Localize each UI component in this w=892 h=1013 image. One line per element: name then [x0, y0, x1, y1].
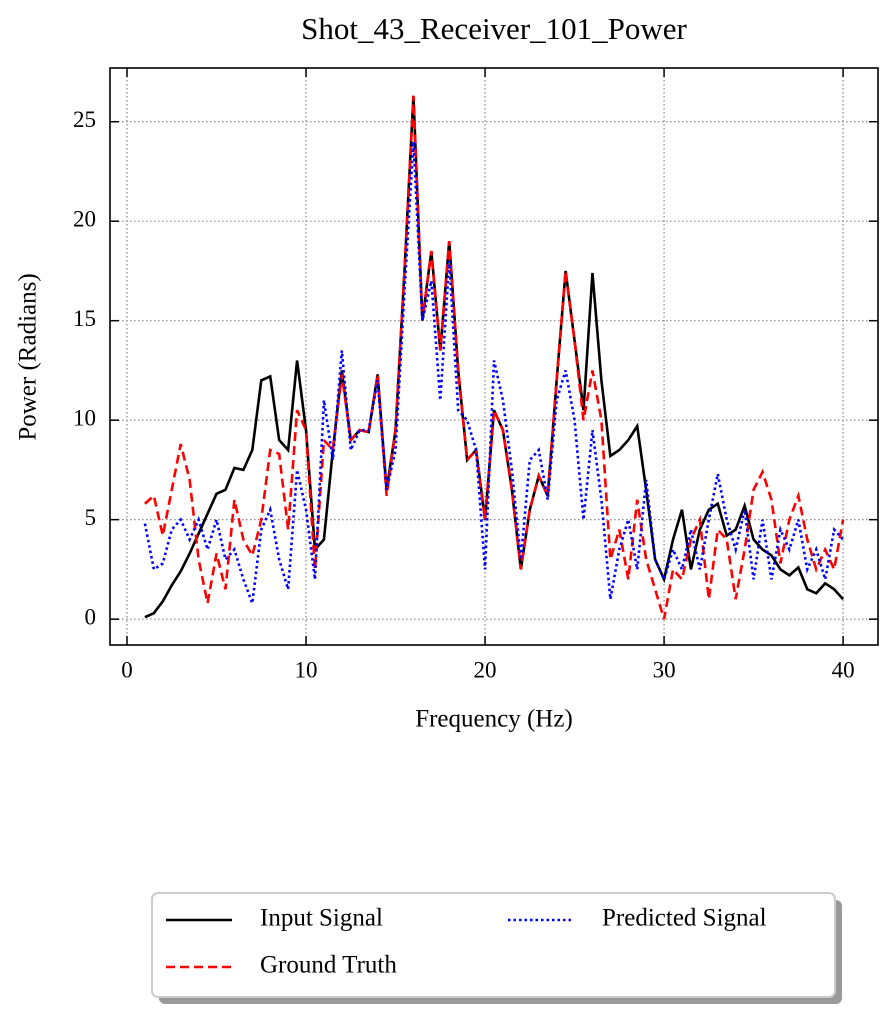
y-tick-label: 10	[73, 405, 96, 430]
y-tick-label: 20	[73, 206, 96, 231]
plot-frame	[109, 67, 879, 646]
x-tick-label: 40	[832, 657, 855, 682]
line	[144, 95, 845, 620]
line	[144, 95, 845, 619]
y-tick-label: 15	[73, 306, 96, 331]
x-tick-label: 20	[474, 657, 497, 682]
y-axis-label: Power (Radians)	[15, 273, 42, 440]
legend-label: Ground Truth	[260, 952, 397, 979]
x-axis-label: Frequency (Hz)	[415, 706, 573, 733]
legend-label: Predicted Signal	[602, 905, 767, 932]
x-tick-label: 0	[121, 657, 133, 682]
line	[143, 141, 845, 604]
y-tick-label: 0	[85, 604, 97, 629]
chart-title: Shot_43_Receiver_101_Power	[301, 11, 687, 46]
x-tick-label: 10	[295, 657, 318, 682]
legend	[151, 892, 836, 998]
legend-label: Input Signal	[260, 905, 383, 932]
y-tick-label: 5	[85, 505, 97, 530]
y-tick-label: 25	[73, 107, 96, 132]
x-tick-label: 30	[653, 657, 676, 682]
